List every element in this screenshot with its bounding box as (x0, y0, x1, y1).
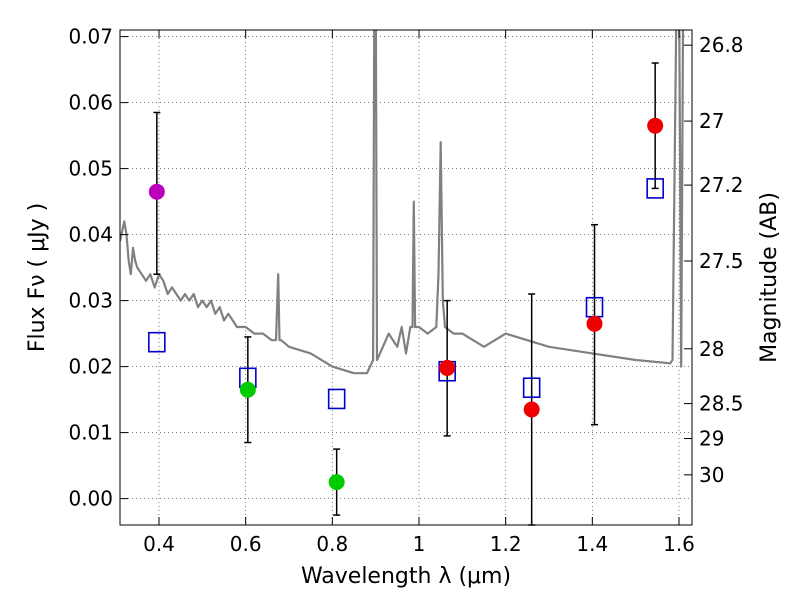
model-point (148, 331, 166, 353)
y-tick-label: 0.00 (68, 487, 113, 511)
right-tick-label: 29 (699, 427, 724, 451)
x-tick-label: 1.2 (490, 532, 522, 556)
y-axis-label-left: Flux Fν ( μJy ) (25, 203, 50, 352)
error-bars (153, 62, 659, 526)
y-axis-label-right: Magnitude (AB) (757, 192, 782, 363)
y-tick-label: 0.04 (68, 223, 113, 247)
model-points (148, 178, 664, 410)
x-axis-label: Wavelength λ (μm) (301, 564, 511, 589)
observed-point (439, 359, 456, 376)
right-tick-label: 27 (699, 109, 724, 133)
x-tick-label: 0.8 (316, 532, 348, 556)
x-tick-label: 0.4 (143, 532, 175, 556)
right-tick-label: 28 (699, 337, 724, 361)
observed-point (148, 183, 165, 200)
model-point (327, 388, 346, 410)
plot-frame (119, 29, 693, 526)
model-point (646, 178, 664, 199)
model-point (522, 377, 541, 399)
x-tick-label: 1 (413, 532, 426, 556)
x-tick-label: 1.4 (576, 532, 608, 556)
right-tick-label: 27.2 (699, 173, 744, 197)
x-tick-label: 0.6 (230, 532, 262, 556)
observed-point (523, 401, 540, 418)
right-tick-label: 26.8 (699, 33, 744, 57)
right-tick-label: 27.5 (699, 249, 744, 273)
observed-point (239, 381, 256, 398)
y-tick-label: 0.05 (68, 157, 113, 181)
y-tick-label: 0.07 (68, 25, 113, 49)
y-tick-label: 0.06 (68, 91, 113, 115)
observed-points (148, 117, 664, 491)
observed-point (647, 117, 664, 134)
axis-ticks: 0.4 0.6 0.8 1 1.2 1.4 1.6 0.00 0.01 0.02 0.03 0.04 0… (68, 25, 743, 556)
y-tick-label: 0.02 (68, 355, 113, 379)
right-tick-label: 28.5 (699, 392, 744, 416)
grid-lines (120, 30, 692, 525)
template-spectrum (120, 30, 685, 375)
right-tick-label: 30 (699, 463, 724, 487)
observed-point (328, 474, 345, 491)
y-tick-label: 0.01 (68, 421, 113, 445)
y-tick-label: 0.03 (68, 289, 113, 313)
x-tick-label: 1.6 (663, 532, 695, 556)
spectrum-line (120, 30, 685, 375)
observed-point (586, 315, 603, 332)
